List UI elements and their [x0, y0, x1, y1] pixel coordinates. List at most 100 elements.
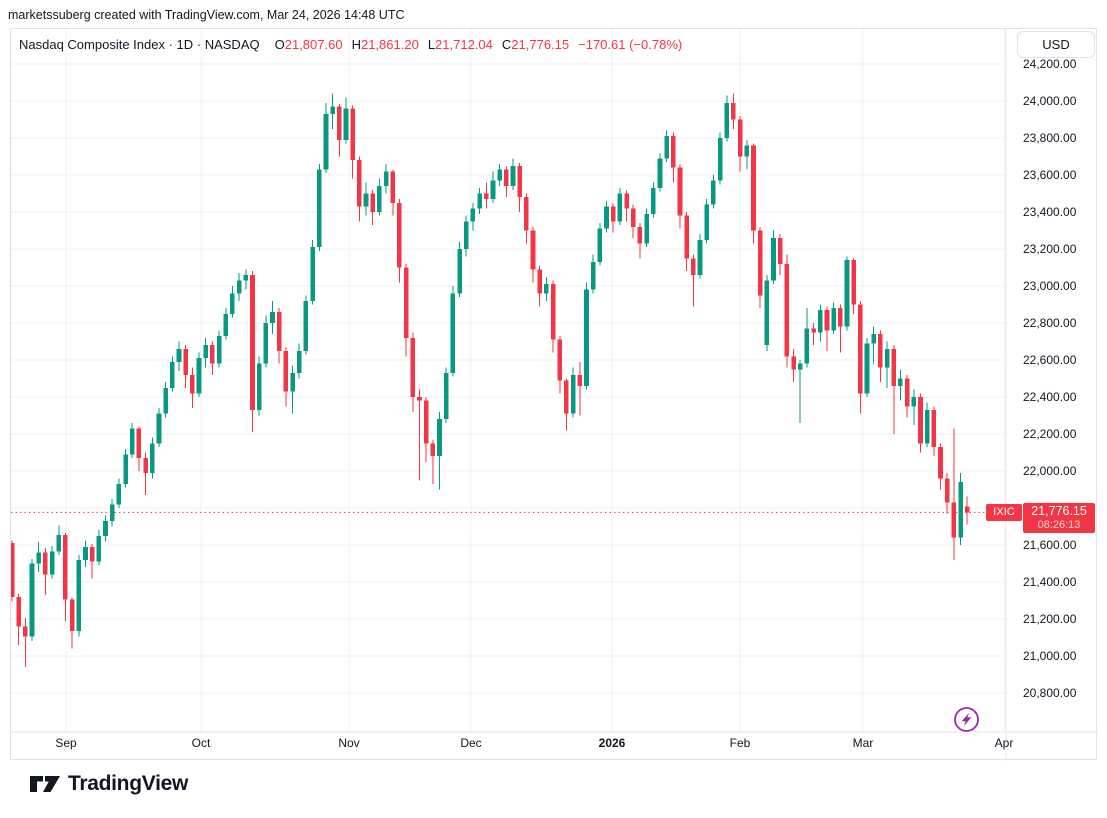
candle — [330, 93, 335, 129]
candle — [36, 542, 42, 572]
candle — [210, 341, 215, 375]
candle — [964, 496, 970, 525]
candle — [149, 437, 155, 479]
chart-panel: Nasdaq Composite Index · 1D · NASDAQ O21… — [10, 28, 1098, 761]
candle — [838, 304, 843, 353]
candle — [691, 254, 696, 307]
candle — [410, 332, 416, 412]
ohlc-high: H21,861.20 — [351, 37, 419, 52]
candle — [764, 274, 770, 351]
time-axis-label: Sep — [55, 736, 77, 750]
candle — [524, 193, 529, 244]
candle — [517, 162, 522, 212]
candle — [924, 402, 930, 447]
candle — [637, 223, 643, 259]
ohlc-close: C21,776.15 — [501, 37, 570, 52]
candle — [844, 256, 850, 331]
candle — [303, 295, 309, 355]
candle — [397, 199, 402, 283]
currency-button[interactable]: USD — [1017, 31, 1095, 58]
candle — [824, 306, 830, 351]
candle — [717, 132, 723, 185]
candle — [423, 397, 429, 462]
candle — [864, 337, 870, 397]
candle — [129, 422, 135, 459]
candle — [216, 330, 222, 368]
time-axis-label: Oct — [191, 736, 211, 750]
candle — [744, 139, 750, 170]
candle — [49, 545, 55, 579]
candle — [671, 132, 676, 183]
candle — [771, 230, 776, 285]
chart-canvas[interactable] — [11, 29, 1098, 761]
candle — [757, 226, 763, 309]
candle — [711, 175, 716, 209]
time-axis-label: Mar — [852, 736, 874, 750]
candle — [190, 367, 195, 409]
candle — [276, 308, 282, 364]
candle — [170, 356, 175, 392]
candle — [357, 156, 362, 222]
price-axis-label: 22,800.00 — [1023, 316, 1077, 330]
candle — [657, 152, 663, 192]
candle — [290, 365, 295, 414]
price-axis-label: 23,000.00 — [1023, 279, 1077, 293]
price-axis-label: 22,000.00 — [1023, 464, 1077, 478]
brand-wordmark: TradingView — [68, 772, 189, 795]
candle — [851, 258, 856, 314]
candle — [564, 378, 569, 431]
price-axis-label: 20,800.00 — [1023, 686, 1077, 700]
candle — [544, 276, 549, 301]
candle — [296, 343, 302, 379]
price-axis-label: 21,200.00 — [1023, 612, 1077, 626]
candle — [510, 158, 516, 190]
time-axis-label: Dec — [460, 736, 482, 750]
candle — [183, 345, 188, 388]
candle — [236, 273, 242, 301]
ohlc-open: O21,807.60 — [274, 37, 343, 52]
time-axis-label: 2026 — [598, 736, 626, 750]
candle — [817, 304, 823, 342]
candle — [597, 223, 603, 266]
candle — [490, 171, 496, 203]
candle — [697, 234, 703, 279]
symbol-title: Nasdaq Composite Index · 1D · NASDAQ — [19, 37, 260, 52]
candle — [143, 452, 148, 496]
tradingview-mark-icon — [30, 775, 60, 792]
candle — [530, 226, 536, 283]
candle — [76, 555, 82, 637]
candle — [270, 300, 275, 335]
candle — [437, 411, 442, 490]
tradingview-logo[interactable]: TradingView — [28, 771, 188, 797]
candle — [617, 187, 623, 225]
candle — [390, 169, 396, 216]
candle — [316, 163, 322, 251]
candle — [891, 345, 897, 434]
price-axis-label: 22,600.00 — [1023, 353, 1077, 367]
last-price-value: 21,776.15 — [1031, 503, 1087, 518]
candle — [483, 182, 489, 209]
instant-order-button[interactable] — [953, 706, 980, 733]
candle — [43, 547, 48, 595]
candle — [230, 286, 235, 318]
candle — [116, 478, 122, 508]
candle — [363, 182, 369, 216]
candle — [570, 367, 576, 418]
candle — [63, 532, 68, 621]
candle — [584, 282, 589, 390]
ohlc-low: L21,712.04 — [427, 37, 493, 52]
candle — [123, 448, 128, 488]
candle — [463, 215, 469, 257]
time-axis-label: Nov — [338, 736, 360, 750]
candle — [16, 594, 21, 645]
candle — [958, 472, 963, 545]
candle — [56, 525, 62, 556]
candle — [109, 498, 115, 527]
candle — [156, 408, 162, 447]
candle — [931, 406, 937, 457]
candle — [470, 202, 476, 231]
candle — [283, 347, 289, 407]
candle — [497, 163, 502, 187]
candle — [777, 234, 783, 275]
candle — [450, 286, 456, 377]
